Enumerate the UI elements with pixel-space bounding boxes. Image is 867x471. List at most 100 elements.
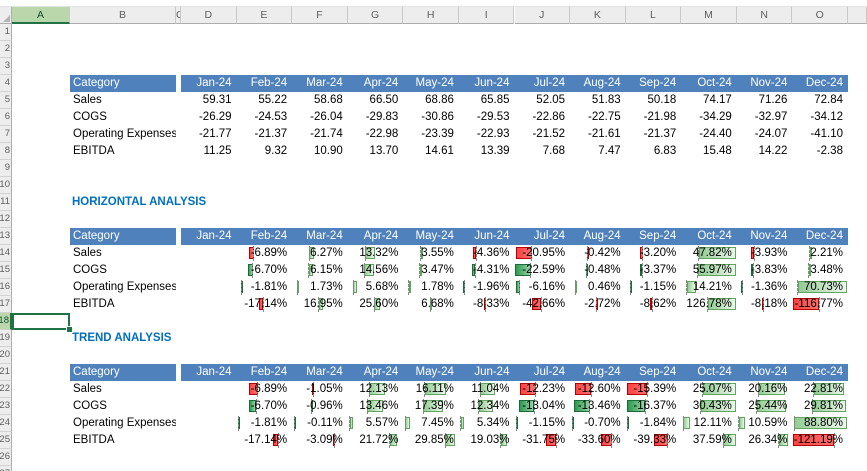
column-header-C[interactable]: C xyxy=(176,7,181,24)
value-cell[interactable]: -21.37 xyxy=(237,126,293,143)
value-cell[interactable]: -39.33% xyxy=(626,432,682,449)
month-header-cell[interactable]: Mar-24 xyxy=(306,366,343,378)
month-header-cell[interactable]: Aug-24 xyxy=(583,77,621,89)
row-header-25[interactable]: 25 xyxy=(0,432,12,449)
value-cell[interactable]: -3.37% xyxy=(626,262,682,279)
value-cell[interactable]: 7.47 xyxy=(570,143,626,160)
value-cell[interactable]: -22.59% xyxy=(515,262,571,279)
row-label-cell[interactable]: COGS xyxy=(73,111,107,123)
value-cell[interactable]: -8.33% xyxy=(459,296,515,313)
value-cell[interactable]: -30.86 xyxy=(403,109,459,126)
row-header-23[interactable]: 23 xyxy=(0,398,12,415)
row-header-26[interactable]: 26 xyxy=(0,449,12,466)
value-cell[interactable]: 71.26 xyxy=(737,92,793,109)
row-header-4[interactable]: 4 xyxy=(0,75,12,92)
value-cell[interactable]: -21.98 xyxy=(626,109,682,126)
value-cell[interactable]: 55.97% xyxy=(681,262,737,279)
value-cell[interactable]: -16.37% xyxy=(626,398,682,415)
row-label-cell[interactable]: EBITDA xyxy=(73,434,115,446)
row-header-17[interactable]: 17 xyxy=(0,296,12,313)
month-header-cell[interactable]: Mar-24 xyxy=(306,230,343,242)
value-cell[interactable]: 25.44% xyxy=(737,398,793,415)
column-header-F[interactable]: F xyxy=(292,7,348,24)
row-header-12[interactable]: 12 xyxy=(0,211,12,228)
value-cell[interactable]: 5.34% xyxy=(459,415,515,432)
value-cell[interactable]: 126.78% xyxy=(681,296,737,313)
month-header-cell[interactable]: Sep-24 xyxy=(639,230,677,242)
month-header-cell[interactable]: Jul-24 xyxy=(533,230,566,242)
value-cell[interactable]: -15.39% xyxy=(626,381,682,398)
value-cell[interactable]: 68.86 xyxy=(403,92,459,109)
value-cell[interactable]: -22.75 xyxy=(570,109,626,126)
value-cell[interactable]: 16.11% xyxy=(403,381,459,398)
value-cell[interactable]: 5.68% xyxy=(348,279,404,296)
value-cell[interactable]: -8.18% xyxy=(737,296,793,313)
month-header-cell[interactable]: Jul-24 xyxy=(533,77,566,89)
value-cell[interactable]: -0.48% xyxy=(570,262,626,279)
value-cell[interactable]: 13.46% xyxy=(348,398,404,415)
column-header-A[interactable]: A xyxy=(12,7,70,24)
month-header-cell[interactable]: May-24 xyxy=(415,366,454,378)
value-cell[interactable]: -21.37 xyxy=(626,126,682,143)
value-cell[interactable]: -1.15% xyxy=(626,279,682,296)
value-cell[interactable]: -26.29 xyxy=(181,109,237,126)
value-cell[interactable]: -26.04 xyxy=(292,109,348,126)
column-header-overflow[interactable] xyxy=(848,7,867,24)
value-cell[interactable]: 14.61 xyxy=(403,143,459,160)
column-header-I[interactable]: I xyxy=(458,7,515,24)
value-cell[interactable]: 15.48 xyxy=(681,143,737,160)
row-label-cell[interactable]: Sales xyxy=(73,383,102,395)
fill-handle[interactable] xyxy=(66,326,73,333)
value-cell[interactable]: -0.96% xyxy=(292,398,348,415)
month-header-cell[interactable]: Mar-24 xyxy=(306,77,343,89)
value-cell[interactable]: 10.59% xyxy=(737,415,793,432)
value-cell[interactable] xyxy=(181,296,237,313)
value-cell[interactable]: -32.97 xyxy=(737,109,793,126)
month-header-cell[interactable]: Jan-24 xyxy=(196,77,232,89)
value-cell[interactable]: 74.17 xyxy=(681,92,737,109)
value-cell[interactable]: -41.10 xyxy=(792,126,848,143)
row-header-11[interactable]: 11 xyxy=(0,194,12,211)
value-cell[interactable]: 11.25 xyxy=(181,143,237,160)
value-cell[interactable] xyxy=(181,262,237,279)
value-cell[interactable]: 20.16% xyxy=(737,381,793,398)
category-header-cell[interactable]: Category xyxy=(70,228,176,245)
column-header-G[interactable]: G xyxy=(347,7,404,24)
row-label-cell[interactable]: COGS xyxy=(73,400,107,412)
month-header-cell[interactable]: Nov-24 xyxy=(750,366,788,378)
value-cell[interactable]: -1.84% xyxy=(626,415,682,432)
value-cell[interactable]: -21.74 xyxy=(292,126,348,143)
value-cell[interactable]: -6.70% xyxy=(237,398,293,415)
column-header-D[interactable]: D xyxy=(181,7,237,24)
month-header-cell[interactable]: Aug-24 xyxy=(583,366,621,378)
value-cell[interactable]: -21.52 xyxy=(515,126,571,143)
value-cell[interactable]: -6.89% xyxy=(237,381,293,398)
value-cell[interactable]: 29.81% xyxy=(792,398,848,415)
value-cell[interactable]: 21.72% xyxy=(348,432,404,449)
row-header-20[interactable]: 20 xyxy=(0,347,12,364)
value-cell[interactable]: -34.29 xyxy=(681,109,737,126)
month-header-cell[interactable]: May-24 xyxy=(415,77,454,89)
value-cell[interactable]: 37.59% xyxy=(681,432,737,449)
row-label-cell[interactable]: Operating Expenses xyxy=(73,281,176,293)
month-header-cell[interactable]: Oct-24 xyxy=(697,77,732,89)
value-cell[interactable]: -0.11% xyxy=(292,415,348,432)
value-cell[interactable]: -1.81% xyxy=(237,279,293,296)
value-cell[interactable]: -22.98 xyxy=(348,126,404,143)
value-cell[interactable]: -24.53 xyxy=(237,109,293,126)
value-cell[interactable] xyxy=(181,398,237,415)
value-cell[interactable]: -24.07 xyxy=(737,126,793,143)
month-header-cell[interactable]: Feb-24 xyxy=(250,77,288,89)
row-label-cell[interactable]: EBITDA xyxy=(73,145,115,157)
value-cell[interactable]: -12.60% xyxy=(570,381,626,398)
value-cell[interactable]: 9.32 xyxy=(237,143,293,160)
value-cell[interactable]: 50.18 xyxy=(626,92,682,109)
value-cell[interactable]: -24.40 xyxy=(681,126,737,143)
value-cell[interactable]: -6.16% xyxy=(515,279,571,296)
value-cell[interactable]: -22.93 xyxy=(459,126,515,143)
value-cell[interactable]: 65.85 xyxy=(459,92,515,109)
month-header-cell[interactable]: Apr-24 xyxy=(363,230,399,242)
select-all-button[interactable] xyxy=(0,7,12,24)
column-header-N[interactable]: N xyxy=(736,7,793,24)
row-label-cell[interactable]: Sales xyxy=(73,247,102,259)
